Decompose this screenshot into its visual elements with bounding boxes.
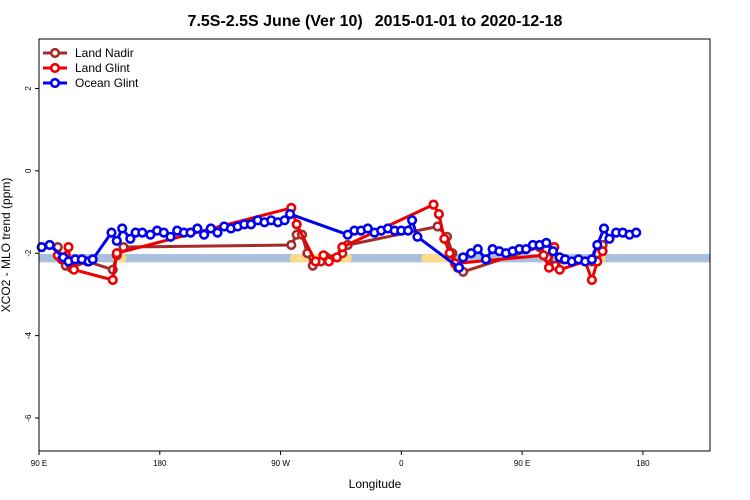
data-point (111, 235, 122, 246)
x-tick-label: 180 (153, 459, 167, 468)
data-point (538, 250, 549, 261)
data-point (286, 239, 297, 251)
data-point (125, 233, 136, 244)
data-point (631, 227, 642, 238)
legend-label: Ocean Glint (75, 76, 139, 90)
x-tick-label: 180 (636, 459, 650, 468)
y-axis-label: XCO2 - MLO trend (ppm) (0, 178, 13, 313)
data-point (597, 246, 608, 257)
y-tick-label: -4 (24, 332, 33, 340)
y-tick-label: 2 (24, 86, 33, 91)
legend-label: Land Nadir (75, 46, 134, 60)
chart-title-dates: 2015-01-01 to 2020-12-18 (375, 13, 563, 30)
data-point (412, 231, 423, 242)
legend-entry: Ocean Glint (43, 76, 139, 90)
legend-marker (49, 62, 61, 74)
plot-frame (38, 38, 711, 452)
data-point (586, 274, 598, 286)
data-point (592, 239, 603, 251)
data-point (407, 215, 418, 226)
data-point (165, 231, 176, 242)
data-point (439, 233, 450, 244)
data-point (117, 223, 128, 234)
x-tick-label: 90 W (271, 459, 290, 468)
data-point (111, 248, 122, 259)
data-point (433, 209, 445, 220)
data-point (444, 248, 455, 259)
ocean-band (39, 254, 710, 263)
data-point (212, 227, 223, 238)
data-point (403, 225, 414, 236)
chart-title: 7.5S-2.5S June (Ver 10) 2015-01-01 to 202… (188, 13, 563, 30)
data-point (337, 242, 348, 253)
x-axis: 90 E 180 90 W 0 90 E 180 (31, 451, 650, 468)
data-point (554, 264, 565, 275)
x-tick-label: 90 E (31, 459, 47, 468)
data-point (87, 254, 98, 265)
data-point (158, 227, 169, 238)
series-ocean-glint (36, 209, 642, 273)
x-tick-label: 90 E (514, 459, 530, 468)
data-point (106, 227, 117, 238)
data-point (541, 237, 552, 248)
x-tick-label: 0 (399, 459, 404, 468)
data-point (318, 250, 329, 261)
data-point (199, 229, 210, 240)
data-point (586, 254, 598, 265)
x-axis-label: Longitude (349, 477, 402, 491)
data-point (68, 264, 79, 275)
data-point (547, 246, 559, 257)
legend-marker (49, 47, 61, 59)
data-point (63, 242, 74, 253)
data-point (284, 209, 296, 220)
data-point (291, 219, 302, 230)
y-tick-label: -2 (24, 249, 33, 257)
data-point (44, 239, 55, 251)
y-axis: 2 0 -2 -4 -6 (24, 86, 39, 422)
data-point (310, 256, 321, 267)
surface-band (39, 254, 710, 263)
data-point (604, 233, 615, 244)
data-point (543, 262, 555, 273)
data-point (453, 262, 465, 273)
legend-entry: Land Nadir (43, 46, 134, 60)
data-point (279, 215, 290, 226)
legend-marker (49, 77, 61, 89)
data-point (107, 274, 118, 286)
data-point (323, 256, 335, 267)
data-point (137, 227, 148, 238)
legend-label: Land Glint (75, 61, 130, 75)
data-point (331, 252, 343, 263)
data-point (472, 244, 483, 255)
data-point (192, 223, 203, 234)
y-tick-label: 0 (24, 168, 33, 173)
data-point (598, 223, 610, 234)
chart-title-main: 7.5S-2.5S June (Ver 10) (188, 13, 363, 30)
data-point (480, 254, 492, 265)
data-point (458, 252, 469, 263)
data-point (428, 199, 439, 210)
legend-entry: Land Glint (43, 61, 130, 75)
y-tick-label: -6 (24, 414, 33, 422)
series-layer (36, 199, 642, 286)
